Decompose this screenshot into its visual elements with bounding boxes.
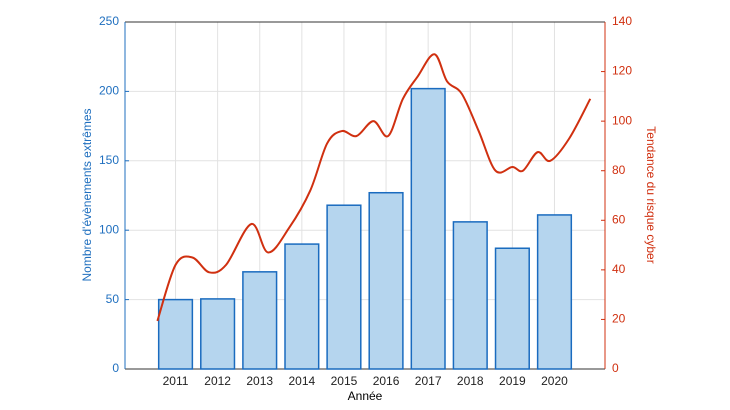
y-tick-label: 50 xyxy=(106,292,120,306)
y-tick-label: 200 xyxy=(99,84,119,98)
y2-tick-label: 40 xyxy=(612,262,626,276)
x-tick-label: 2016 xyxy=(373,374,400,388)
x-tick-label: 2014 xyxy=(288,374,315,388)
bar xyxy=(157,298,194,370)
y-tick-label: 0 xyxy=(112,361,119,375)
bar xyxy=(242,271,278,370)
y-tick-label: 250 xyxy=(99,14,119,28)
x-axis-label: Année xyxy=(348,389,383,403)
bar xyxy=(410,87,446,370)
y-axis-label: Nombre d'évènements extrêmes xyxy=(80,108,94,281)
y-tick-label: 100 xyxy=(99,222,119,236)
x-tick-label: 2020 xyxy=(541,374,568,388)
bar xyxy=(536,214,573,370)
bar xyxy=(284,243,320,370)
y2-axis-label: Tendance du risque cyber xyxy=(644,126,658,263)
x-tick-label: 2017 xyxy=(415,374,442,388)
y2-tick-label: 60 xyxy=(612,212,626,226)
trend-line xyxy=(156,53,592,322)
y2-tick-label: 140 xyxy=(612,14,632,28)
y2-tick-label: 120 xyxy=(612,64,632,78)
x-tick-label: 2018 xyxy=(457,374,484,388)
bar xyxy=(368,191,404,370)
y2-tick-label: 100 xyxy=(612,113,632,127)
bar xyxy=(452,221,488,370)
y-tick-label: 150 xyxy=(99,153,119,167)
y2-tick-label: 20 xyxy=(612,312,626,326)
y2-tick-label: 80 xyxy=(612,163,626,177)
bar xyxy=(200,298,236,370)
x-tick-label: 2013 xyxy=(246,374,273,388)
bar xyxy=(494,247,530,370)
bar xyxy=(326,204,362,370)
x-tick-label: 2011 xyxy=(163,374,189,388)
x-tick-label: 2015 xyxy=(331,374,358,388)
x-tick-label: 2019 xyxy=(499,374,526,388)
x-tick-label: 2012 xyxy=(204,374,231,388)
y2-tick-label: 0 xyxy=(612,361,619,375)
